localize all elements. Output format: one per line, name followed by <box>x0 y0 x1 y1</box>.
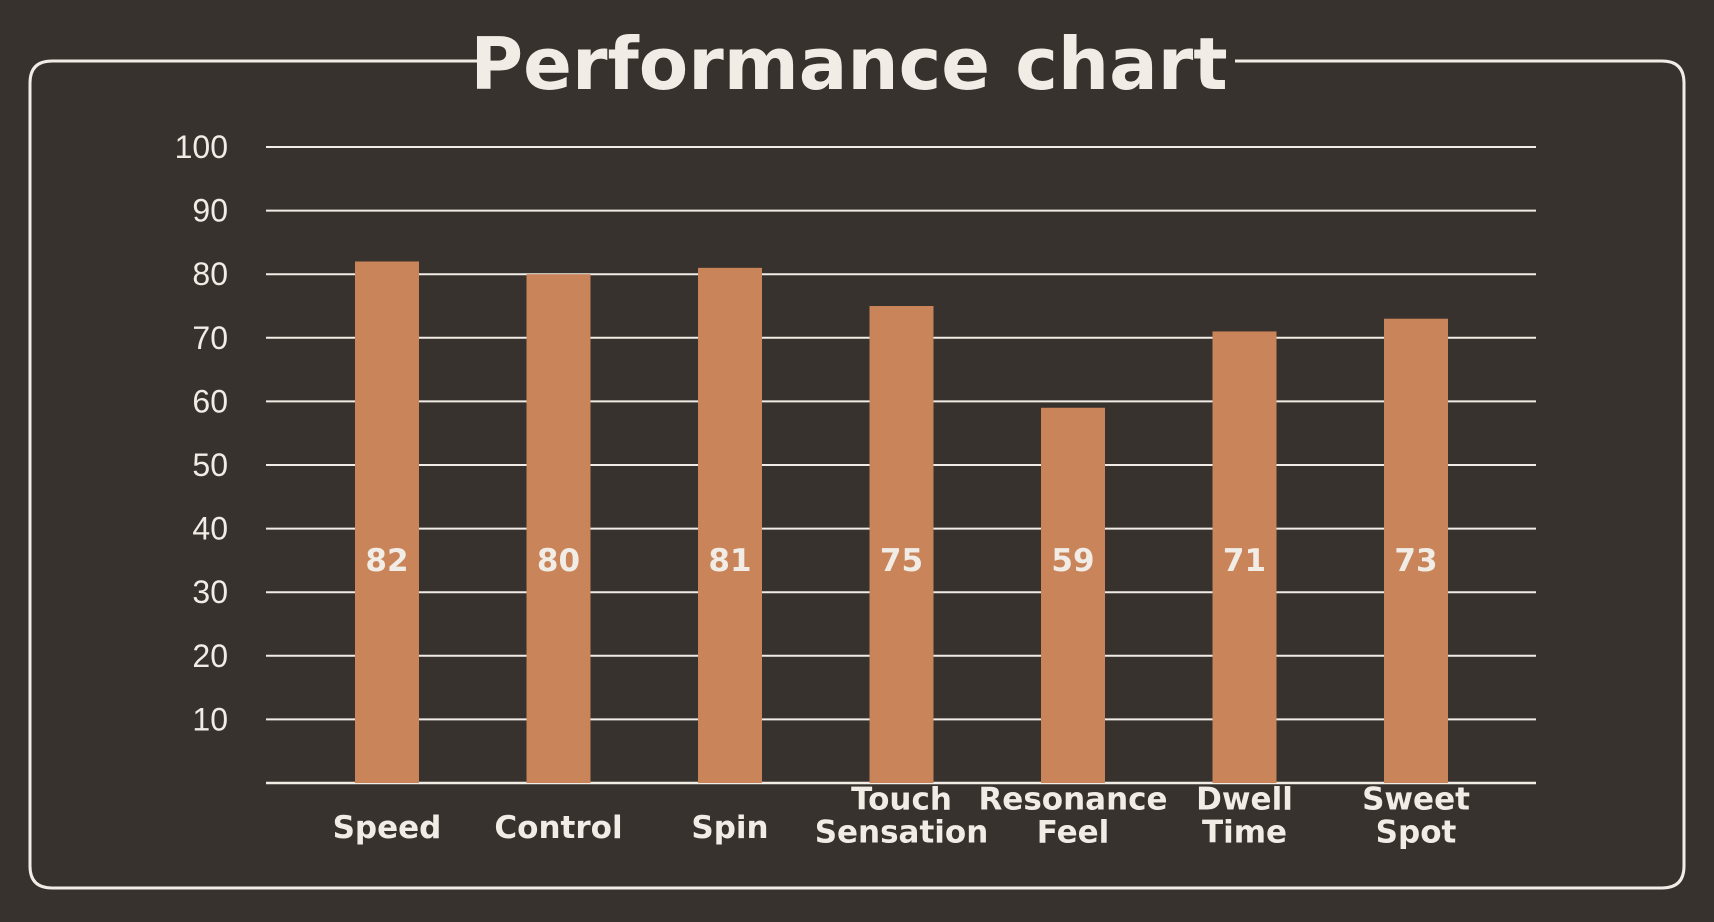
y-tick-label-100: 100 <box>175 129 228 165</box>
x-tick-label-line: Spot <box>1376 815 1457 851</box>
x-tick-label-dwell-time: Dwell Time <box>1196 782 1293 851</box>
data-label-touch-sensation: 75 <box>880 543 923 579</box>
y-axis-tick-labels: 10 20 30 40 50 60 70 80 90 100 <box>175 129 228 737</box>
data-label-resonance-feel: 59 <box>1051 543 1094 579</box>
y-tick-label-80: 80 <box>192 256 228 292</box>
x-tick-label-line: Sweet <box>1362 782 1470 818</box>
x-tick-label-line: Time <box>1202 815 1287 851</box>
x-tick-label-line: Dwell <box>1196 782 1293 818</box>
bar-dwell-time <box>1212 331 1277 783</box>
x-tick-label-line: Feel <box>1037 815 1110 851</box>
bar-sweet-spot <box>1384 318 1448 783</box>
bar-resonance-feel <box>1041 407 1105 783</box>
data-label-speed: 82 <box>365 543 408 579</box>
y-tick-label-90: 90 <box>192 193 228 229</box>
bar-spin <box>698 267 762 784</box>
x-tick-label-line: Resonance <box>978 782 1167 818</box>
x-tick-label-line: Speed <box>333 810 442 846</box>
y-tick-label-20: 20 <box>192 638 228 674</box>
y-tick-label-30: 30 <box>192 574 228 610</box>
bar-touch-sensation <box>869 306 934 783</box>
y-tick-label-50: 50 <box>192 447 228 483</box>
y-tick-label-10: 10 <box>192 701 228 737</box>
x-tick-label-line: Touch <box>851 782 952 818</box>
bars <box>355 261 1448 784</box>
data-labels: 82 80 81 75 59 71 73 <box>365 543 1437 579</box>
y-tick-label-70: 70 <box>192 320 228 356</box>
x-tick-label-sweet-spot: Sweet Spot <box>1362 782 1470 851</box>
bar-speed <box>355 261 419 784</box>
x-tick-label-line: Control <box>494 810 622 846</box>
x-tick-label-spin: Spin <box>691 810 768 846</box>
y-tick-label-60: 60 <box>192 383 228 419</box>
data-label-dwell-time: 71 <box>1223 543 1266 579</box>
x-tick-label-resonance-feel: Resonance Feel <box>978 782 1167 851</box>
x-tick-label-control: Control <box>494 810 622 846</box>
data-label-control: 80 <box>537 543 580 579</box>
chart-frame <box>28 59 1686 890</box>
data-label-spin: 81 <box>708 543 751 579</box>
y-tick-label-40: 40 <box>192 511 228 547</box>
x-tick-label-line: Sensation <box>815 815 989 851</box>
bar-control <box>526 274 591 783</box>
chart-title: Performance chart <box>470 22 1227 106</box>
data-label-sweet-spot: 73 <box>1394 543 1437 579</box>
x-tick-label-touch-sensation: Touch Sensation <box>815 782 989 851</box>
x-tick-label-line: Spin <box>691 810 768 846</box>
x-tick-label-speed: Speed <box>333 810 442 846</box>
